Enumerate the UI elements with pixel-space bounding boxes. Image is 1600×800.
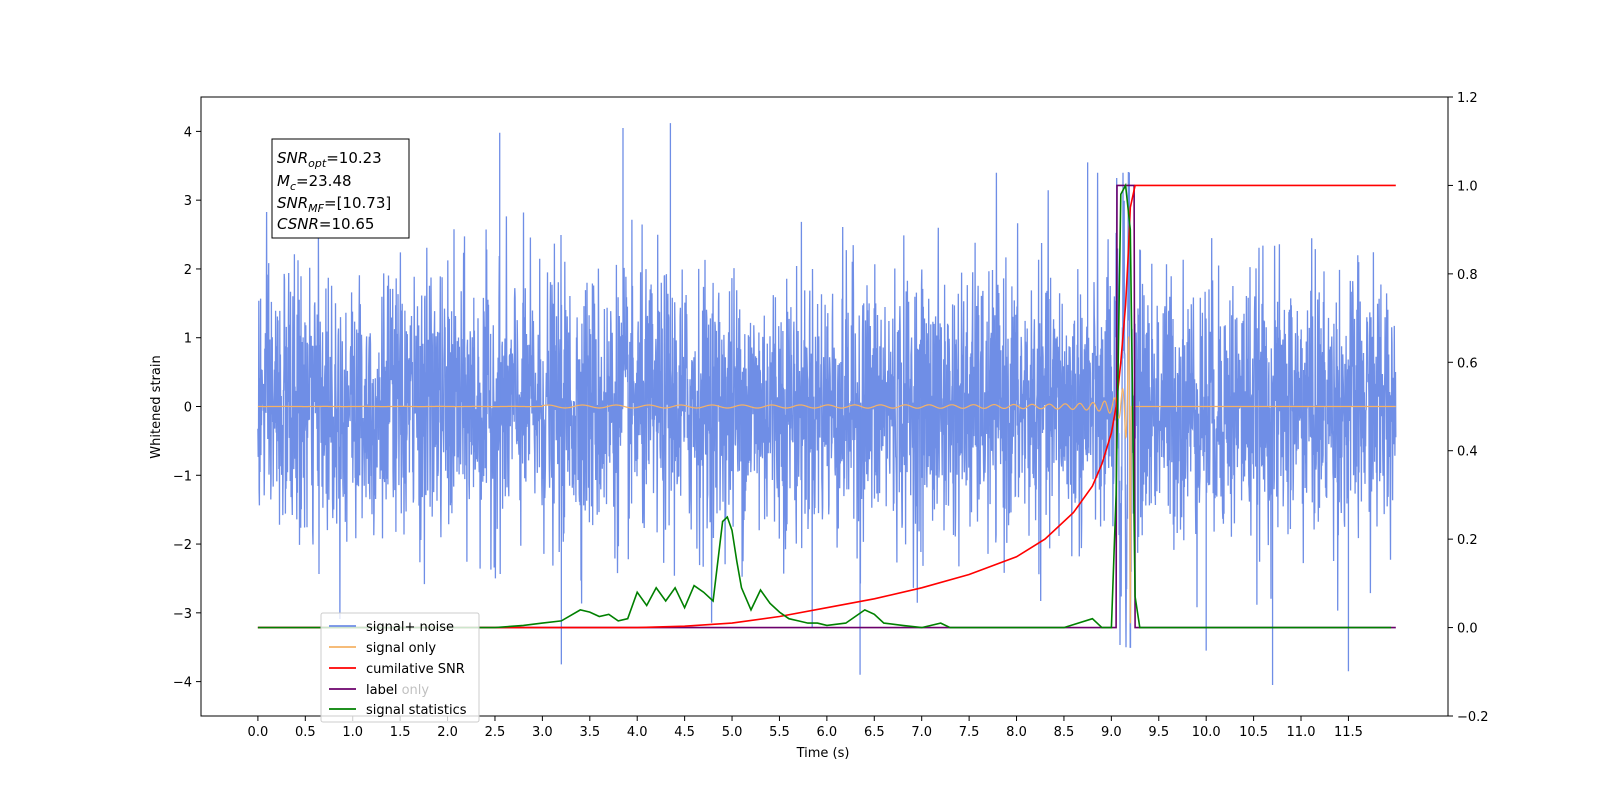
stat-snr-mf: SNRMF=[10.73] <box>277 194 391 215</box>
y-right-tick-label: 0.4 <box>1457 445 1478 460</box>
x-tick-label: 6.0 <box>817 725 838 740</box>
stat-csnr: CSNR=10.65 <box>277 215 374 233</box>
stats-box: SNRopt=10.23 Mc=23.48 SNRMF=[10.73] CSNR… <box>271 138 410 239</box>
x-tick-label: 8.5 <box>1054 725 1075 740</box>
y-left-tick-label: −1 <box>173 469 192 484</box>
legend-frame <box>320 612 480 723</box>
y-left-tick-label: 1 <box>184 332 192 347</box>
x-tick-label: 10.0 <box>1192 725 1221 740</box>
stats-box-frame <box>271 138 410 239</box>
x-tick-label: 4.0 <box>627 725 648 740</box>
x-tick-label: 4.5 <box>674 725 695 740</box>
x-tick-label: 5.5 <box>769 725 790 740</box>
y-right-tick-label: −0.2 <box>1457 710 1489 725</box>
y-right-tick-label: 0.8 <box>1457 268 1478 283</box>
legend-label: signal only <box>366 641 436 656</box>
plot-area <box>257 123 1397 686</box>
legend-label: signal statistics <box>366 703 467 718</box>
x-tick-label: 2.0 <box>437 725 458 740</box>
x-tick-label: 0.5 <box>295 725 316 740</box>
y-right-axis-ticks: −0.2 0.0 0.2 0.4 0.6 0.8 1.0 1.2 <box>1448 91 1489 725</box>
y-left-axis-ticks: −4 −3 −2 −1 0 1 2 3 4 <box>173 125 201 691</box>
x-tick-label: 2.5 <box>485 725 506 740</box>
x-axis-title: Time (s) <box>796 746 850 761</box>
legend-label: cumilative SNR <box>366 662 465 677</box>
legend-label: label <box>366 683 397 698</box>
x-tick-label: 6.5 <box>864 725 885 740</box>
x-tick-label: 11.5 <box>1334 725 1363 740</box>
x-tick-label: 7.0 <box>911 725 932 740</box>
x-tick-label: 3.0 <box>532 725 553 740</box>
x-tick-label: 1.5 <box>390 725 411 740</box>
signal-noise-series <box>257 123 1397 686</box>
signal-statistics-line <box>257 182 1392 629</box>
x-tick-label: 5.0 <box>722 725 743 740</box>
x-tick-label: 3.5 <box>579 725 600 740</box>
y-left-tick-label: 2 <box>184 263 192 278</box>
legend-label: label only <box>366 683 429 698</box>
y-left-tick-label: −3 <box>173 607 192 622</box>
x-tick-label: 10.5 <box>1239 725 1268 740</box>
y-right-tick-label: 0.2 <box>1457 533 1478 548</box>
signal-statistics-series <box>257 182 1392 629</box>
x-tick-label: 9.0 <box>1101 725 1122 740</box>
y-right-tick-label: 1.0 <box>1457 179 1478 194</box>
signal-only-series <box>257 336 1396 624</box>
x-tick-label: 1.0 <box>342 725 363 740</box>
signal-noise-line <box>257 172 1397 648</box>
y-right-tick-label: 0.0 <box>1457 622 1478 637</box>
x-tick-label: 0.0 <box>248 725 269 740</box>
x-tick-label: 9.5 <box>1148 725 1169 740</box>
x-tick-label: 11.0 <box>1287 725 1316 740</box>
y-right-tick-label: 1.2 <box>1457 91 1478 106</box>
y-left-tick-label: −4 <box>173 676 192 691</box>
y-left-tick-label: 0 <box>184 401 192 416</box>
x-tick-label: 8.0 <box>1006 725 1027 740</box>
y-left-tick-label: 4 <box>184 125 192 140</box>
y-axis-title: Whitened strain <box>149 355 164 458</box>
x-axis-ticks: 0.0 0.5 1.0 1.5 2.0 2.5 3.0 3.5 4.0 4.5 5.0 5.5 6.0 6… <box>248 716 1363 740</box>
y-right-tick-label: 0.6 <box>1457 356 1478 371</box>
y-left-tick-label: −2 <box>173 538 192 553</box>
signal-only-line <box>257 336 1396 624</box>
cumulative-snr-line <box>257 184 1396 629</box>
stat-mc: Mc=23.48 <box>277 172 352 193</box>
cumulative-snr-series <box>257 184 1396 629</box>
legend-label: signal+ noise <box>366 620 454 635</box>
y-left-tick-label: 3 <box>184 194 192 209</box>
x-tick-label: 7.5 <box>959 725 980 740</box>
stat-snr-opt: SNRopt=10.23 <box>277 149 382 170</box>
legend: signal+ noise signal only cumilative SNR la… <box>320 612 480 723</box>
